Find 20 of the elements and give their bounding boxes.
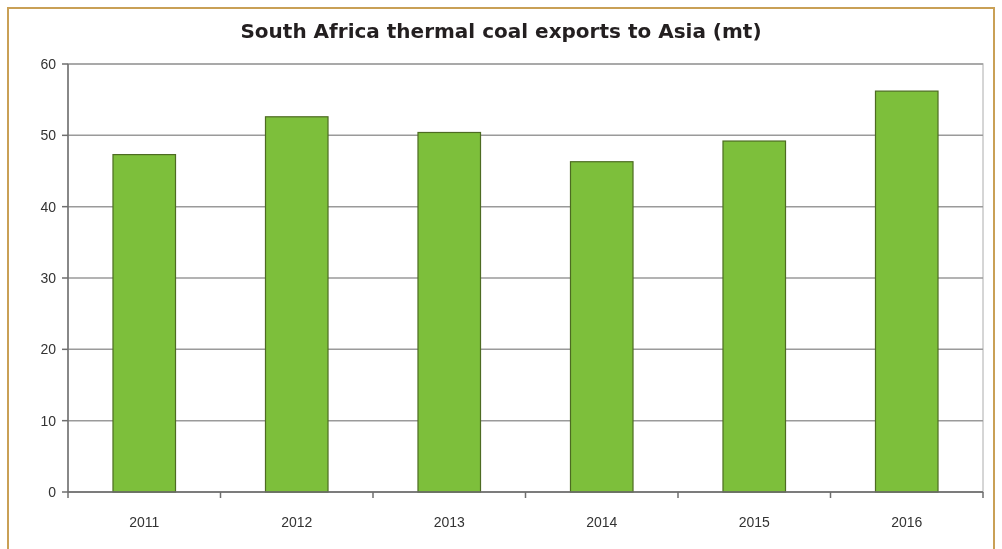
y-tick-label: 30 <box>40 269 57 286</box>
y-tick-label: 20 <box>40 341 57 358</box>
bar <box>874 90 939 493</box>
bar <box>112 153 177 493</box>
x-tick-label: 2011 <box>129 514 160 530</box>
bar <box>417 131 482 493</box>
bar <box>722 140 787 493</box>
x-tick-label: 2013 <box>433 514 466 530</box>
x-tick-label: 2015 <box>738 514 771 530</box>
x-tick-label: 2016 <box>891 514 923 530</box>
bar <box>569 161 634 493</box>
y-tick-label: 60 <box>40 55 57 72</box>
y-tick-label: 50 <box>40 127 57 144</box>
x-tick-label: 2014 <box>586 514 618 530</box>
bar <box>264 116 329 493</box>
y-tick-label: 0 <box>48 483 57 500</box>
y-tick-label: 40 <box>40 198 57 215</box>
x-tick-label: 2012 <box>281 514 313 530</box>
y-tick-label: 10 <box>40 412 57 429</box>
chart-title: South Africa thermal coal exports to Asia (mt) <box>240 19 762 43</box>
